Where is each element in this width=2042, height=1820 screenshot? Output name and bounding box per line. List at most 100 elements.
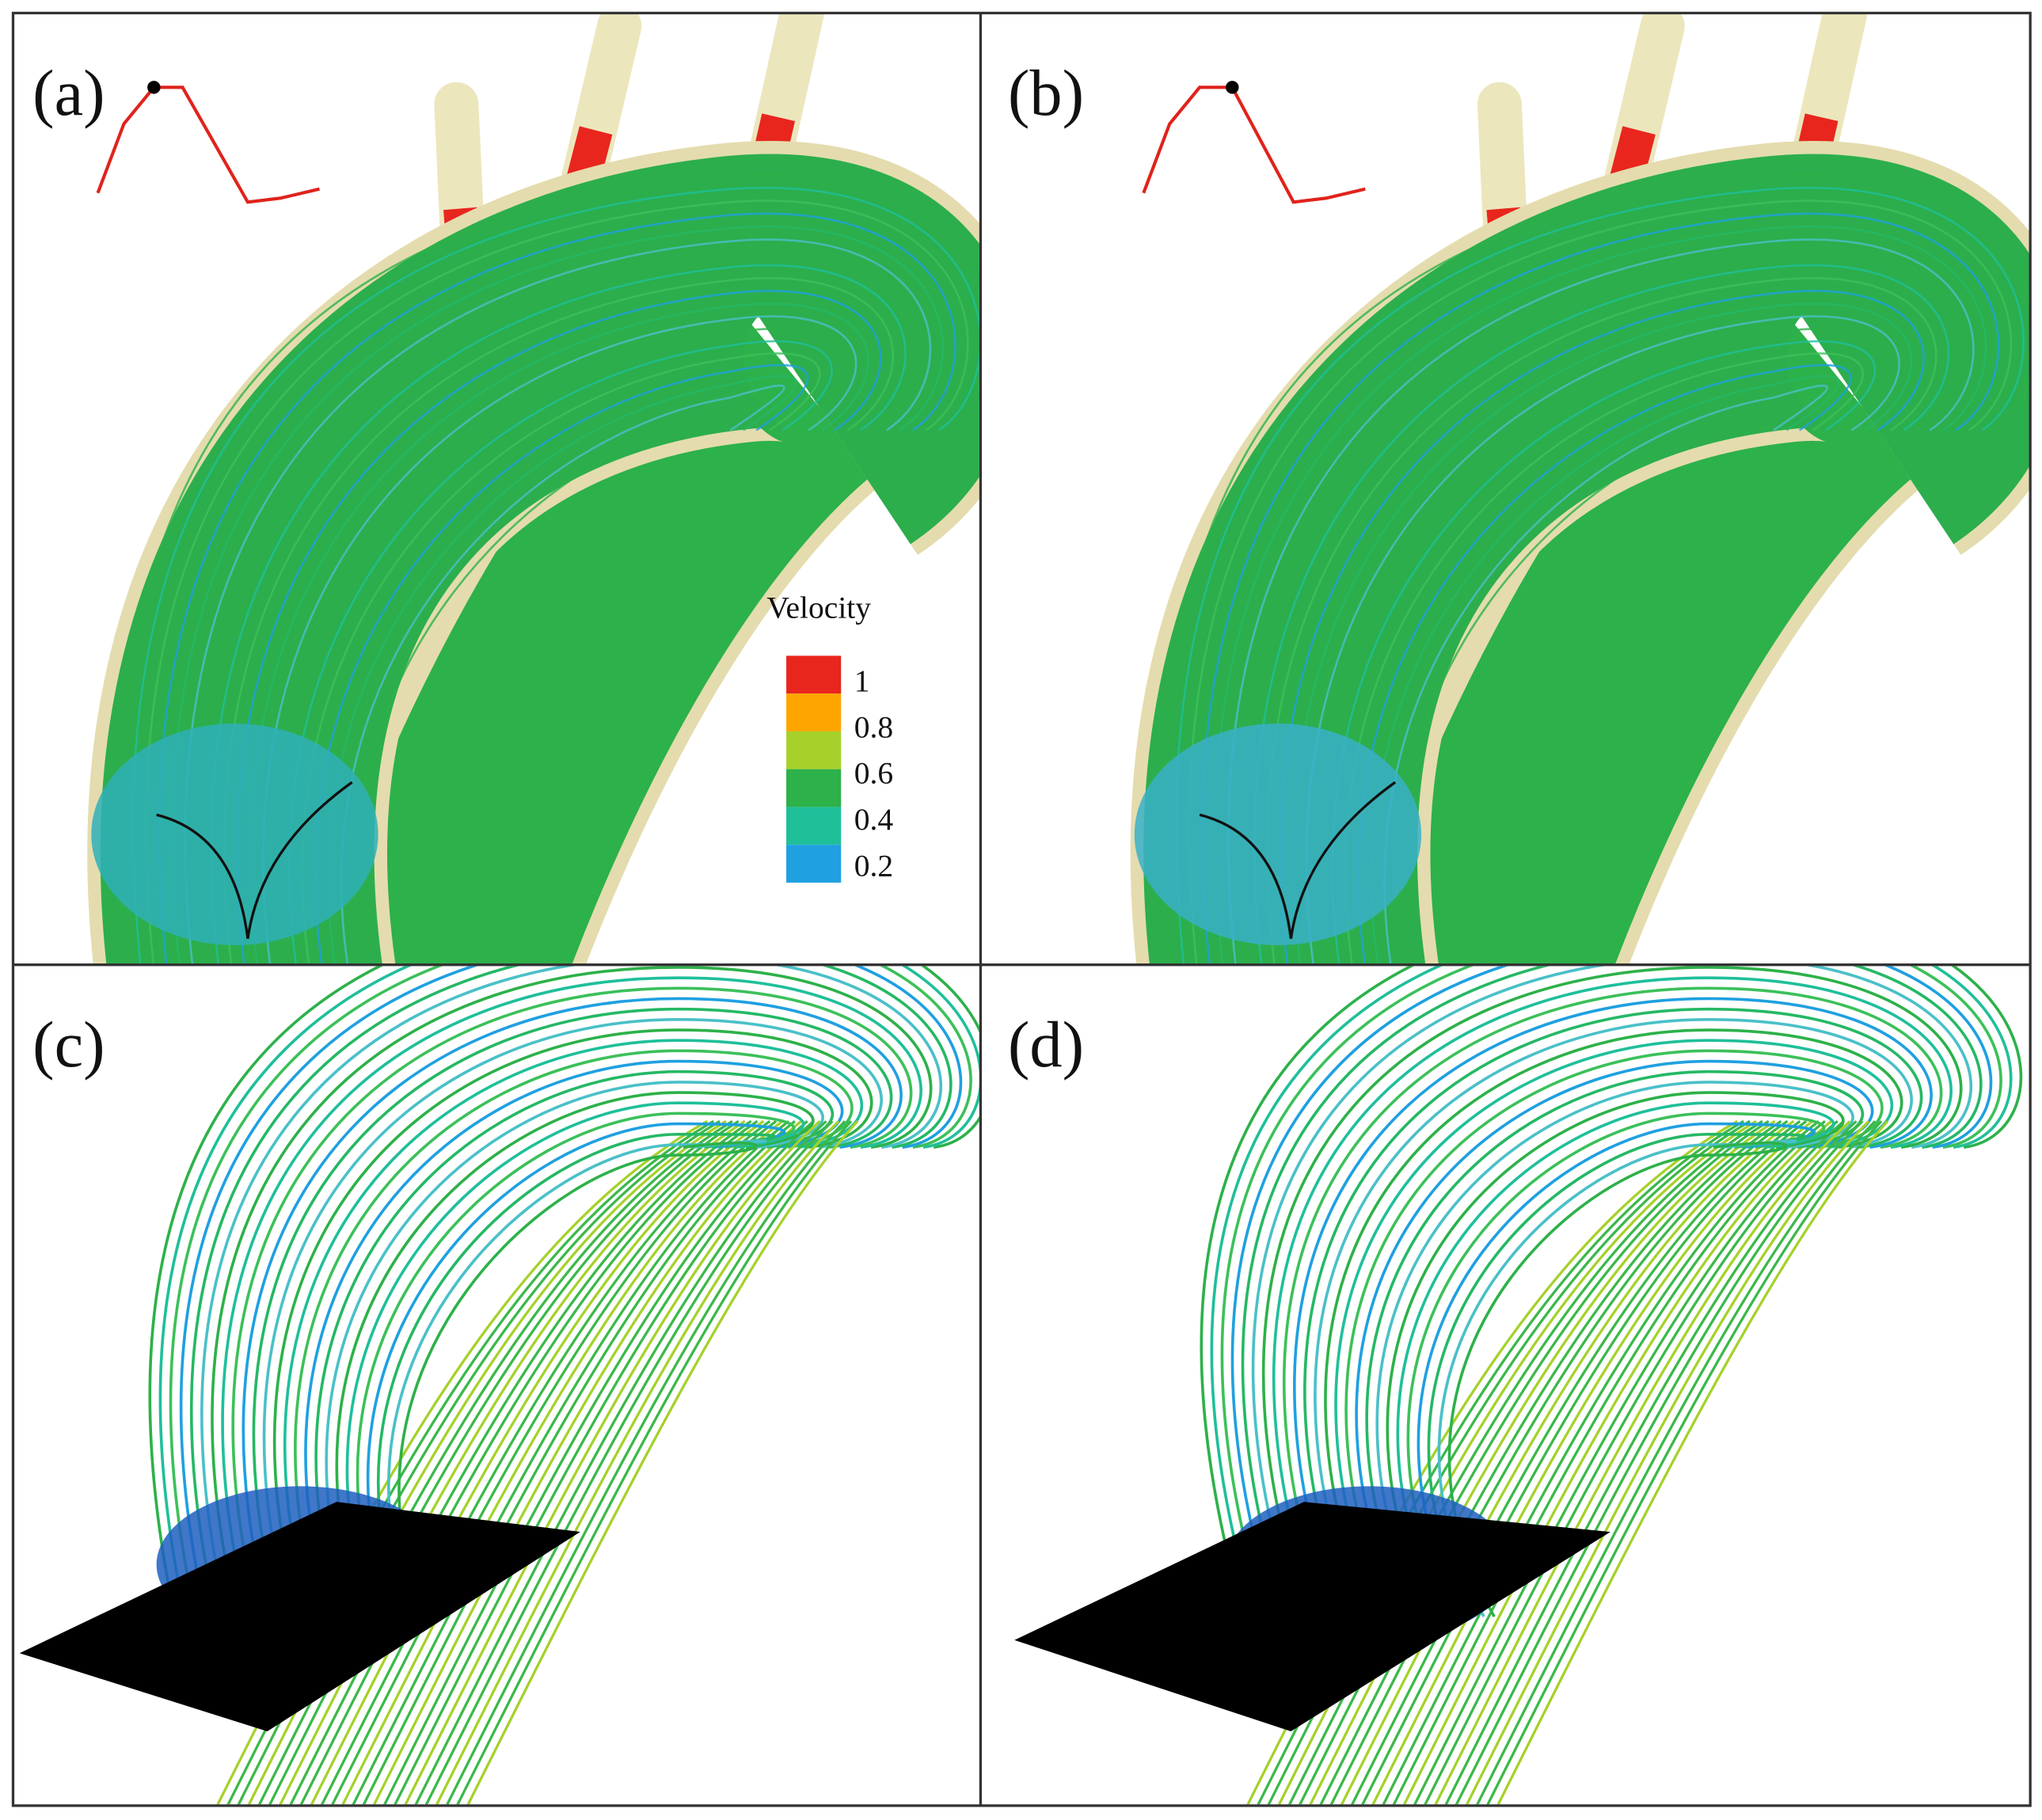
streamline [184, 238, 932, 964]
panel-label: (b) [1008, 57, 1084, 129]
streamline [397, 1142, 758, 1617]
streamline [304, 1059, 844, 1617]
streamline [1454, 1120, 1864, 1805]
legend-swatch [786, 807, 842, 845]
sinus [91, 724, 378, 945]
streamline [131, 186, 979, 964]
streamline [1406, 1111, 1826, 1617]
streamline [1386, 1091, 1845, 1617]
streamline [1319, 1119, 1782, 1805]
streamline [171, 226, 945, 964]
panel-label: (d) [1008, 1009, 1084, 1081]
streamline [1329, 1119, 1789, 1805]
streamline [1240, 251, 1962, 964]
streamline [1188, 199, 2013, 964]
streamline [341, 1119, 784, 1805]
streamline [325, 1081, 824, 1617]
streamline [1251, 966, 1973, 1617]
streamline [382, 1120, 808, 1805]
legend-label: 0.6 [854, 756, 893, 791]
streamline [1371, 1119, 1814, 1805]
streamline [1293, 997, 1933, 1617]
streamline [1465, 1120, 1870, 1805]
streamline [1292, 302, 1913, 964]
streamline [387, 1139, 767, 1617]
streamline [288, 340, 833, 964]
legend-swatch [786, 769, 842, 807]
streamline [335, 1091, 815, 1617]
waveform [96, 85, 320, 204]
streamline [1444, 1120, 1858, 1805]
streamline [200, 966, 943, 1617]
streamline [1344, 1049, 1884, 1617]
streamline [1241, 966, 1983, 1617]
panel-label: (a) [32, 57, 105, 129]
streamline [1331, 340, 1877, 964]
streamline [1424, 1120, 1845, 1805]
streamline [158, 212, 956, 964]
streamline [148, 966, 979, 1617]
streamline [1272, 976, 1953, 1617]
streamline [1303, 1007, 1923, 1617]
streamline [1476, 1120, 1877, 1805]
streamline [1396, 1101, 1835, 1617]
streamline [1355, 1059, 1874, 1617]
streamline [119, 173, 979, 964]
frame [11, 11, 2032, 1807]
streamline [1382, 1119, 1820, 1805]
streamline [1375, 1081, 1854, 1617]
streamline [145, 199, 969, 964]
streamline [1413, 1120, 1839, 1805]
streamline [272, 1028, 873, 1617]
streamline [466, 1120, 859, 1805]
streamline [1261, 966, 1963, 1617]
streamline [1162, 173, 2029, 964]
streamline [456, 1120, 853, 1805]
streamline [1305, 315, 1900, 964]
streamline [231, 986, 913, 1617]
streamline [197, 251, 919, 964]
streamline [222, 277, 894, 964]
streamline [314, 1070, 834, 1617]
sinus [1134, 724, 1422, 945]
streamline [394, 1120, 815, 1805]
streamline [310, 1119, 765, 1805]
streamline [262, 1018, 883, 1617]
streamline [221, 976, 922, 1617]
streamline [1447, 1142, 1788, 1617]
streamline [1427, 1132, 1807, 1617]
streamline [1318, 328, 1888, 964]
streamline [1220, 966, 2002, 1617]
streamline [353, 392, 774, 964]
streamline [189, 966, 953, 1617]
streamline [275, 328, 846, 964]
streamline [1396, 392, 1817, 964]
time-marker [1226, 81, 1239, 94]
streamline [1200, 966, 2023, 1617]
streamline [1361, 1119, 1808, 1805]
plane [1014, 1502, 1610, 1732]
streamline [320, 1119, 771, 1805]
legend-swatch [786, 655, 842, 694]
plane [19, 1502, 580, 1732]
streamline [1434, 1120, 1851, 1805]
streamline [345, 1101, 805, 1617]
legend-label: 0.4 [854, 802, 894, 837]
time-marker [147, 81, 161, 94]
streamline [252, 1007, 893, 1617]
streamline [1496, 1120, 1889, 1805]
panel-b [1130, 14, 2029, 964]
streamline [414, 1120, 827, 1805]
streamline [241, 997, 903, 1617]
legend-title: Velocity [766, 591, 871, 625]
streamline [1324, 1028, 1903, 1617]
streamline [352, 1119, 790, 1805]
streamline [1365, 1070, 1864, 1617]
streamline [446, 1120, 846, 1805]
valve [1199, 781, 1397, 939]
streamline [1253, 264, 1950, 964]
streamline [1350, 1119, 1801, 1805]
streamline [377, 1132, 777, 1617]
streamline [236, 290, 882, 964]
